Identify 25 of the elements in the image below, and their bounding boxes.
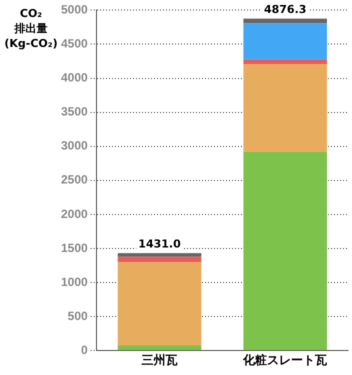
y-tick-label: 2000 [60, 206, 88, 221]
bar [118, 253, 202, 257]
x-tick-label: 三州瓦 [142, 353, 178, 368]
y-tick-label: 4500 [60, 36, 88, 51]
y-tick-label: 3500 [60, 104, 88, 119]
bar [243, 152, 327, 350]
x-tick-label: 化粧スレート瓦 [242, 353, 328, 368]
bar [243, 64, 327, 152]
y-axis-title: CO₂ 排出量 (Kg-CO₂) [3, 6, 59, 51]
y-tick-label: 1000 [60, 274, 88, 289]
total-label: 1431.0 [138, 238, 182, 251]
bar [118, 262, 202, 346]
bar [243, 18, 327, 24]
y-tick-label: 4000 [60, 70, 88, 85]
bar [243, 23, 327, 60]
y-tick-label: 5000 [60, 2, 88, 17]
y-tick-label: 0 [81, 342, 88, 357]
y-tick-label: 500 [68, 308, 88, 323]
bar [243, 59, 327, 64]
bar [118, 345, 202, 350]
y-tick-label: 2500 [60, 172, 88, 187]
total-label: 4876.3 [264, 2, 306, 16]
bar [118, 256, 202, 262]
y-tick-label: 1500 [60, 240, 88, 255]
y-tick-label: 3000 [60, 138, 88, 153]
